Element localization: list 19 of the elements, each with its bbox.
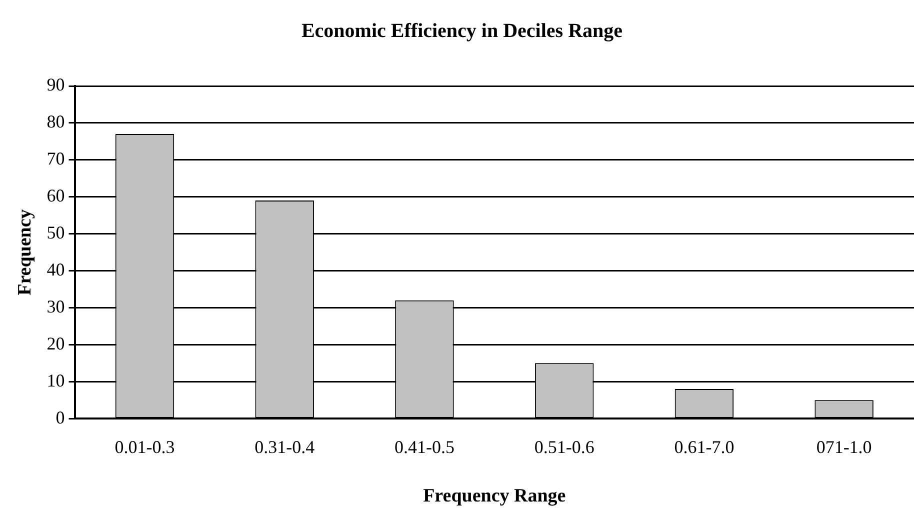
y-tick-label: 60 (46, 186, 65, 206)
x-tick-label: 071-1.0 (816, 437, 872, 458)
chart-title: Economic Efficiency in Deciles Range (301, 20, 623, 42)
y-axis-title: Frequency (14, 208, 36, 296)
x-tick-label: 0.51-0.6 (534, 437, 594, 458)
x-tick-label: 0.41-0.5 (394, 437, 454, 458)
y-tick-label: 40 (46, 260, 65, 280)
y-tick-label: 0 (56, 407, 65, 428)
x-tick-label: 0.31-0.4 (254, 437, 315, 458)
y-tick-label: 80 (46, 112, 65, 132)
y-tick-label: 70 (46, 148, 65, 169)
y-tick-label: 30 (46, 296, 65, 316)
y-tick-label: 10 (46, 370, 65, 390)
x-tick-label: 0.61-7.0 (674, 437, 734, 458)
y-tick-label: 90 (46, 74, 65, 95)
y-tick-label: 20 (46, 333, 65, 354)
x-tick-label: 0.01-0.3 (114, 437, 175, 458)
x-axis-title: Frequency Range (423, 486, 566, 507)
y-tick-label: 50 (46, 222, 65, 243)
